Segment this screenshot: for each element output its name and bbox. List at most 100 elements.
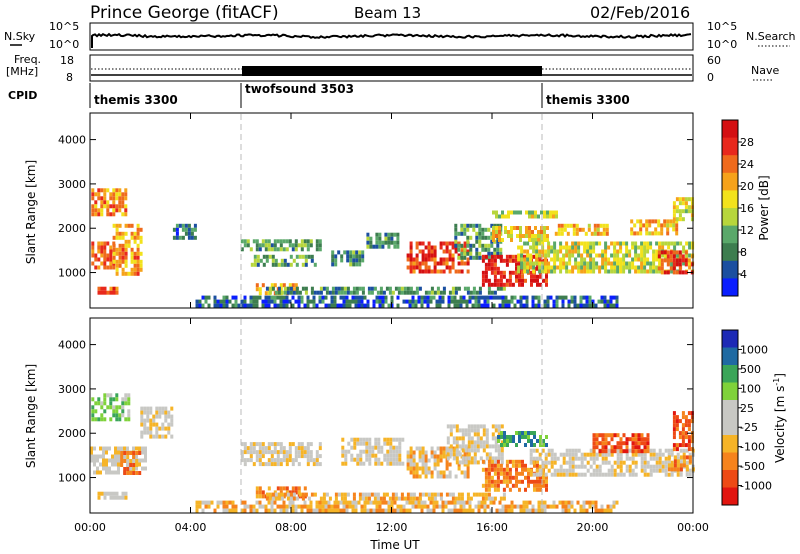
scatter-cell	[273, 247, 277, 252]
scatter-cell	[472, 286, 476, 291]
scatter-cell	[280, 290, 284, 295]
scatter-cell	[144, 466, 147, 471]
scatter-cell	[282, 504, 286, 509]
scatter-cell	[589, 257, 593, 262]
scatter-cell	[234, 295, 238, 300]
scatter-cell	[309, 454, 313, 459]
scatter-cell	[442, 470, 446, 475]
scatter-cell	[412, 458, 416, 463]
scatter-cell	[270, 295, 274, 300]
scatter-cell	[616, 456, 620, 461]
scatter-cell	[433, 265, 437, 270]
scatter-cell	[681, 217, 685, 222]
scatter-cell	[100, 261, 104, 266]
scatter-cell	[294, 458, 298, 463]
scatter-cell	[427, 245, 431, 250]
scatter-cell	[309, 299, 313, 304]
scatter-cell	[599, 223, 603, 228]
scatter-cell	[198, 504, 202, 509]
scatter-cell	[517, 257, 521, 262]
scatter-cell	[553, 269, 557, 274]
scatter-cell	[477, 508, 481, 513]
scatter-cell	[470, 444, 474, 449]
scatter-cell	[525, 234, 528, 238]
scatter-cell	[619, 449, 623, 454]
scatter-cell	[577, 456, 581, 461]
scatter-cell	[637, 445, 641, 450]
scatter-cell	[521, 431, 524, 435]
scatter-cell	[427, 466, 431, 471]
scatter-cell	[667, 472, 671, 477]
scatter-cell	[294, 247, 298, 252]
scatter-cell	[294, 486, 298, 491]
scatter-cell	[478, 492, 482, 497]
scatter-cell	[625, 241, 629, 246]
scatter-cell	[439, 496, 443, 501]
scatter-cell	[392, 453, 396, 458]
scatter-cell	[100, 405, 104, 410]
scatter-cell	[100, 401, 104, 406]
scatter-cell	[470, 448, 474, 453]
scatter-cell	[550, 265, 554, 270]
scatter-cell	[130, 223, 134, 228]
scatter-cell	[146, 426, 150, 431]
scatter-cell	[409, 450, 413, 455]
scatter-cell	[115, 267, 119, 272]
scatter-cell	[678, 443, 682, 448]
scatter-cell	[595, 464, 599, 469]
scatter-cell	[288, 500, 292, 505]
scatter-cell	[466, 257, 470, 262]
scatter-cell	[382, 496, 386, 501]
scatter-cell	[306, 458, 310, 463]
scatter-cell	[115, 196, 119, 201]
scatter-cell	[577, 241, 581, 246]
scatter-cell	[445, 265, 449, 270]
scatter-cell	[201, 508, 205, 513]
scatter-cell	[424, 290, 428, 295]
scatter-cell	[580, 265, 584, 270]
scatter-cell	[295, 496, 299, 501]
scatter-cell	[631, 472, 635, 477]
scatter-cell	[460, 255, 464, 260]
scatter-cell	[380, 461, 384, 466]
scatter-cell	[634, 452, 638, 457]
scatter-cell	[383, 453, 387, 458]
scatter-cell	[282, 508, 286, 513]
scatter-cell	[325, 290, 329, 295]
scatter-cell	[249, 508, 253, 513]
date-title: 02/Feb/2016	[590, 3, 690, 22]
scatter-cell	[483, 504, 487, 509]
scatter-cell	[667, 460, 671, 465]
scatter-cell	[657, 231, 661, 236]
scatter-cell	[484, 227, 488, 232]
scatter-cell	[690, 435, 694, 440]
scatter-cell	[522, 295, 526, 300]
scatter-cell	[646, 472, 650, 477]
scatter-cell	[493, 274, 497, 279]
scatter-cell	[631, 437, 635, 442]
scatter-cell	[222, 295, 226, 300]
scatter-cell	[367, 286, 371, 291]
scatter-cell	[345, 500, 349, 505]
scatter-cell	[505, 282, 509, 287]
scatter-cell	[355, 250, 359, 255]
scatter-cell	[321, 500, 325, 505]
scatter-cell	[508, 471, 512, 476]
scatter-cell	[484, 467, 488, 472]
scatter-cell	[536, 278, 539, 283]
scatter-cell	[529, 245, 533, 250]
scatter-cell	[358, 262, 362, 267]
scatter-cell	[114, 462, 117, 467]
scatter-cell	[158, 410, 162, 415]
scatter-cell	[390, 504, 394, 509]
scatter-cell	[378, 244, 382, 249]
scatter-cell	[115, 413, 119, 418]
scatter-cell	[155, 430, 159, 435]
scatter-cell	[595, 456, 599, 461]
scatter-cell	[321, 299, 325, 304]
scatter-cell	[510, 295, 514, 300]
scatter-cell	[285, 247, 289, 252]
scatter-cell	[109, 397, 113, 402]
scatter-cell	[545, 487, 548, 492]
scatter-cell	[352, 258, 356, 263]
